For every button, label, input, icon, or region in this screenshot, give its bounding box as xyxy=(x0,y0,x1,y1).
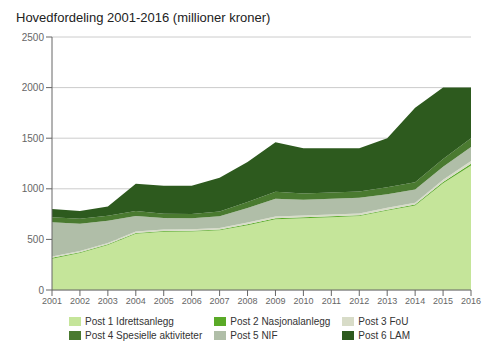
svg-text:2016: 2016 xyxy=(461,296,481,306)
svg-text:2500: 2500 xyxy=(22,32,45,43)
svg-text:2014: 2014 xyxy=(405,296,425,306)
html-text:Post 5 NIF: Post 5 NIF xyxy=(230,330,278,341)
html-text:Hovedfordeling 2001-2016 (mill: Hovedfordeling 2001-2016 (millioner kron… xyxy=(16,10,271,25)
html-text:Post 2 Nasjonalanlegg: Post 2 Nasjonalanlegg xyxy=(230,316,331,327)
html-text:Post 4 Spesielle aktiviteter: Post 4 Spesielle aktiviteter xyxy=(85,330,203,341)
svg-text:2001: 2001 xyxy=(42,296,62,306)
svg-text:2009: 2009 xyxy=(265,296,285,306)
html-text:Post 3 FoU: Post 3 FoU xyxy=(358,316,409,327)
svg-text:2004: 2004 xyxy=(126,296,146,306)
svg-text:500: 500 xyxy=(27,234,44,245)
svg-text:0: 0 xyxy=(38,285,44,296)
svg-text:2010: 2010 xyxy=(293,296,313,306)
svg-text:2012: 2012 xyxy=(349,296,369,306)
svg-text:2005: 2005 xyxy=(154,296,174,306)
svg-text:1500: 1500 xyxy=(22,133,45,144)
svg-text:2007: 2007 xyxy=(210,296,230,306)
svg-text:2002: 2002 xyxy=(70,296,90,306)
svg-text:2000: 2000 xyxy=(22,82,45,93)
svg-text:2003: 2003 xyxy=(98,296,118,306)
svg-text:2011: 2011 xyxy=(322,296,341,306)
svg-text:2006: 2006 xyxy=(182,296,202,306)
html-text:Post 6 LAM: Post 6 LAM xyxy=(358,330,410,341)
svg-text:2013: 2013 xyxy=(377,296,397,306)
html-text:Post 1 Idrettsanlegg: Post 1 Idrettsanlegg xyxy=(85,316,174,327)
svg-text:1000: 1000 xyxy=(22,183,45,194)
svg-text:2015: 2015 xyxy=(433,296,453,306)
svg-text:2008: 2008 xyxy=(238,296,258,306)
